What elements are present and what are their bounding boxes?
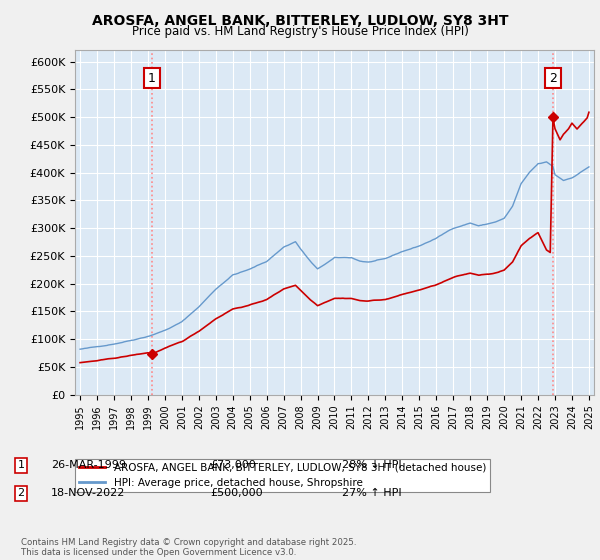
Text: 28% ↓ HPI: 28% ↓ HPI: [342, 460, 401, 470]
Text: £73,000: £73,000: [210, 460, 256, 470]
Text: AROSFA, ANGEL BANK, BITTERLEY, LUDLOW, SY8 3HT: AROSFA, ANGEL BANK, BITTERLEY, LUDLOW, S…: [92, 14, 508, 28]
Text: 18-NOV-2022: 18-NOV-2022: [51, 488, 125, 498]
Text: 2: 2: [17, 488, 25, 498]
Text: Contains HM Land Registry data © Crown copyright and database right 2025.
This d: Contains HM Land Registry data © Crown c…: [21, 538, 356, 557]
Text: 2: 2: [549, 72, 557, 85]
Text: 1: 1: [148, 72, 156, 85]
Text: 26-MAR-1999: 26-MAR-1999: [51, 460, 126, 470]
Text: 27% ↑ HPI: 27% ↑ HPI: [342, 488, 401, 498]
Text: £500,000: £500,000: [210, 488, 263, 498]
Text: 1: 1: [17, 460, 25, 470]
Legend: AROSFA, ANGEL BANK, BITTERLEY, LUDLOW, SY8 3HT (detached house), HPI: Average pr: AROSFA, ANGEL BANK, BITTERLEY, LUDLOW, S…: [75, 459, 490, 492]
Text: Price paid vs. HM Land Registry's House Price Index (HPI): Price paid vs. HM Land Registry's House …: [131, 25, 469, 38]
